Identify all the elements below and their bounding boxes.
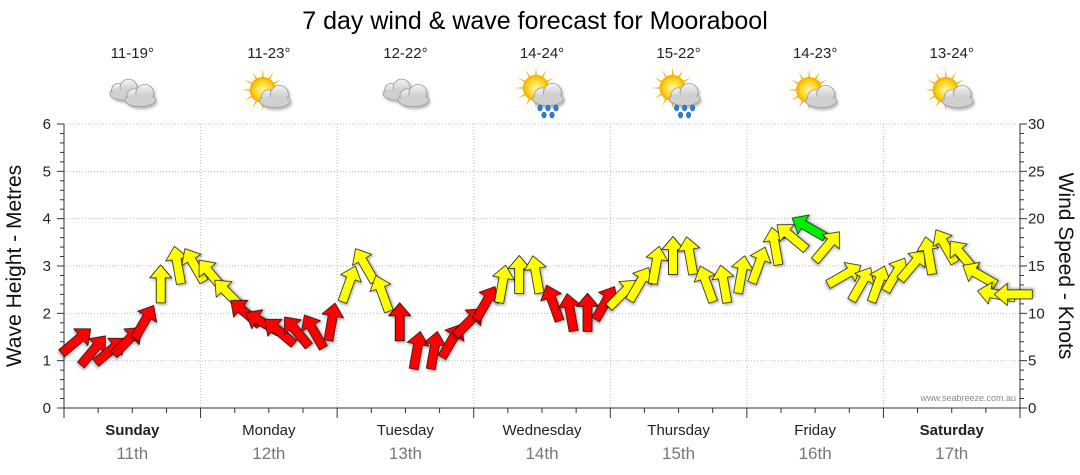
partly-cloudy-icon [241, 69, 291, 111]
day-labels: Sunday 11th Monday 12th Tuesday 13th Wednesday… [105, 422, 984, 463]
y-right-tick-label: 10 [1028, 305, 1045, 322]
partly-cloudy-icon [788, 69, 837, 111]
day-date: 13th [389, 444, 422, 463]
cloud-shape [397, 84, 430, 108]
temperature-range: 11-19° [111, 45, 154, 62]
wind-arrow [406, 331, 430, 371]
y-left-tick-label: 6 [43, 116, 51, 133]
day-name: Thursday [647, 422, 710, 439]
chart-title: 7 day wind & wave forecast for Moorabool [302, 7, 768, 35]
wind-arrow [321, 302, 344, 342]
y-left-tick-label: 1 [43, 353, 51, 370]
wind-arrow [677, 236, 701, 276]
wind-arrow [523, 255, 547, 295]
sun-shower-icon [651, 67, 701, 119]
axis-ticks: 0 1 2 3 4 5 6 0 5 10 15 20 25 30 [43, 116, 1045, 418]
cloud-shape [668, 83, 701, 107]
y-axis-right-label: Wind Speed - Knots [1054, 173, 1077, 360]
wind-arrow [337, 265, 362, 304]
y-right-tick-label: 25 [1028, 163, 1045, 180]
wind-arrow [711, 264, 735, 304]
wind-arrows [58, 214, 1033, 371]
weather-row: 11-19° 11-23° 12-22° 14-24° 15-22° 14-23° 13-2… [109, 45, 974, 119]
partly-cloudy-icon [924, 69, 974, 111]
cloudy-icon [382, 78, 430, 108]
day-date: 15th [662, 444, 695, 463]
wind-arrow [693, 265, 718, 304]
wind-arrow [576, 292, 599, 332]
day-date: 14th [525, 444, 558, 463]
sun-shower-icon [515, 67, 564, 119]
y-right-tick-label: 20 [1028, 211, 1045, 228]
wind-arrow [471, 286, 499, 323]
cloud-shape [942, 85, 974, 109]
day-name: Tuesday [377, 422, 434, 439]
temperature-range: 14-24° [520, 45, 564, 62]
day-date: 12th [252, 444, 285, 463]
wind-arrow [747, 246, 772, 285]
wind-arrow [130, 305, 158, 342]
temperature-range: 13-24° [930, 45, 974, 62]
wind-arrow [492, 264, 515, 304]
y-axis-left-label: Wave Height - Metres [3, 165, 26, 367]
day-name: Monday [242, 422, 296, 439]
cloud-shape [259, 85, 291, 109]
wind-arrow [58, 328, 92, 358]
wind-arrow [962, 262, 999, 289]
wind-arrow [300, 314, 328, 351]
temperature-range: 12-22° [383, 45, 427, 62]
wind-arrow [811, 231, 840, 265]
day-name: Saturday [920, 422, 985, 439]
day-date: 16th [799, 444, 832, 463]
wind-arrow [540, 284, 565, 323]
cloud-shape [805, 85, 837, 109]
day-date: 11th [116, 444, 148, 463]
credit-text: www.seabreeze.com.au [919, 393, 1016, 403]
y-right-tick-label: 5 [1028, 353, 1036, 370]
rain-drops [537, 104, 559, 119]
rain-drops [674, 104, 696, 119]
day-date: 17th [935, 444, 968, 463]
wind-arrow [369, 275, 394, 314]
temperature-range: 14-23° [793, 45, 837, 62]
wind-arrow [993, 282, 1033, 306]
y-left-tick-label: 4 [43, 211, 51, 228]
day-name: Sunday [105, 422, 160, 439]
wind-arrow [776, 224, 810, 254]
cloudy-icon [109, 78, 156, 108]
wind-arrow [896, 250, 926, 284]
wind-arrow [283, 316, 313, 350]
y-right-tick-label: 0 [1028, 400, 1036, 417]
y-left-tick-label: 3 [43, 258, 51, 275]
wind-arrow [847, 267, 875, 304]
wind-arrow [645, 245, 669, 285]
day-name: Friday [794, 422, 836, 439]
temperature-range: 11-23° [247, 45, 290, 62]
wind-arrow [388, 302, 412, 342]
wind-arrow [825, 262, 862, 289]
wind-arrow [149, 264, 173, 304]
cloud-shape [124, 84, 156, 108]
wind-arrow [661, 236, 685, 275]
y-right-tick-label: 15 [1028, 258, 1045, 275]
y-left-tick-label: 2 [43, 305, 51, 322]
y-left-tick-label: 5 [43, 163, 51, 180]
y-right-tick-label: 30 [1028, 116, 1045, 133]
wind-arrow [264, 318, 298, 348]
y-left-tick-label: 0 [43, 400, 51, 417]
day-name: Wednesday [503, 422, 582, 439]
temperature-range: 15-22° [656, 45, 700, 62]
